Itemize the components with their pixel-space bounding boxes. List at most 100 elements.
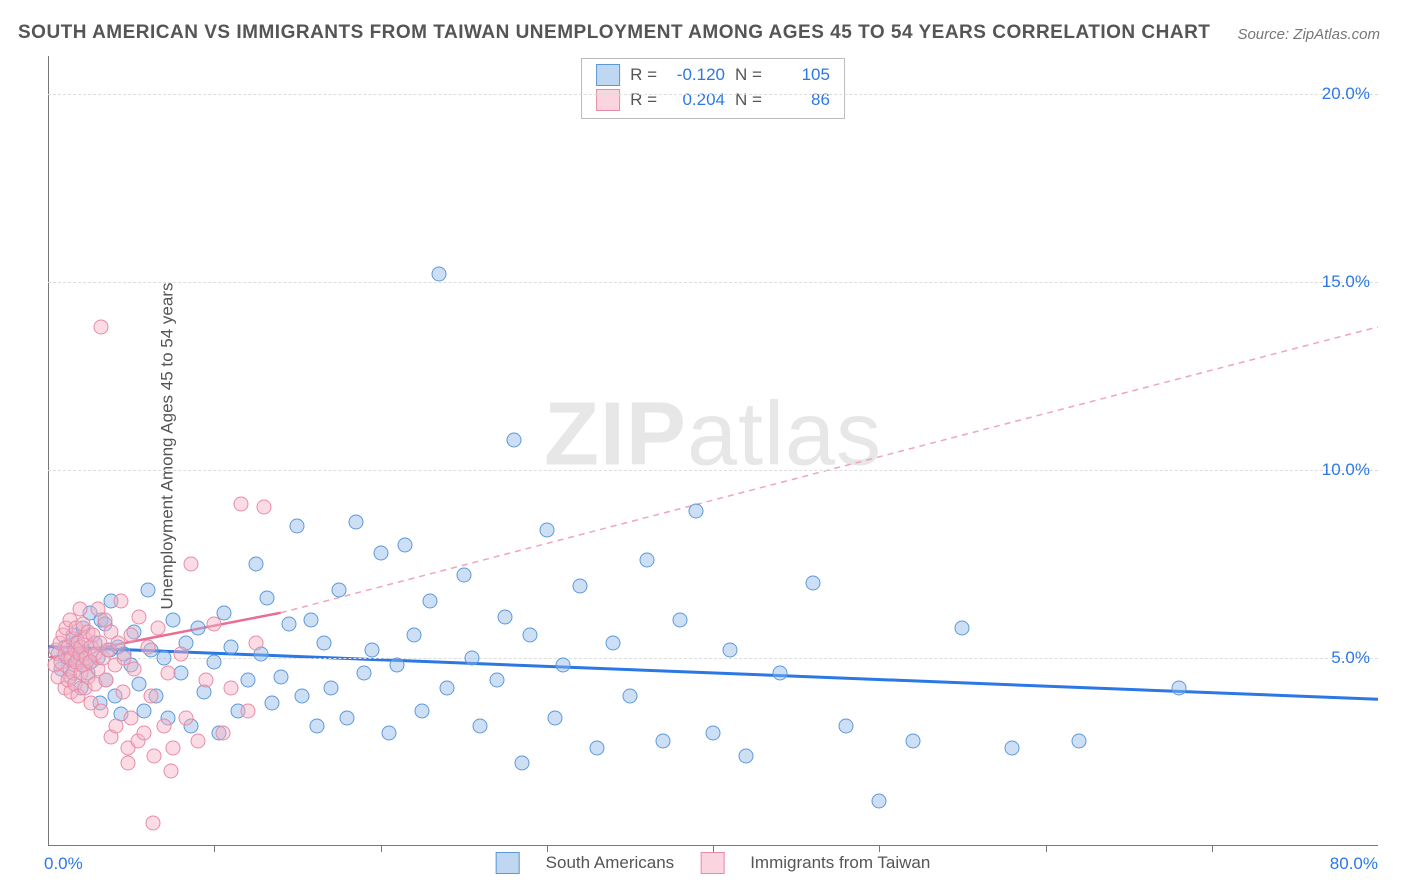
- scatter-point: [772, 665, 787, 680]
- scatter-point: [1071, 733, 1086, 748]
- scatter-point: [257, 500, 272, 515]
- scatter-point: [706, 726, 721, 741]
- scatter-point: [373, 545, 388, 560]
- scatter-point: [165, 613, 180, 628]
- scatter-point: [672, 613, 687, 628]
- y-tick-label: 10.0%: [1322, 460, 1370, 480]
- scatter-point: [456, 568, 471, 583]
- scatter-point: [99, 673, 114, 688]
- gridline: [48, 470, 1378, 471]
- n-label: N =: [735, 63, 762, 88]
- scatter-point: [223, 639, 238, 654]
- scatter-point: [606, 635, 621, 650]
- r-value: -0.120: [667, 63, 725, 88]
- x-tick-label-max: 80.0%: [1330, 854, 1378, 874]
- scatter-point: [109, 718, 124, 733]
- scatter-point: [94, 319, 109, 334]
- scatter-point: [431, 267, 446, 282]
- y-tick-label: 15.0%: [1322, 272, 1370, 292]
- scatter-point: [1005, 741, 1020, 756]
- scatter-point: [265, 696, 280, 711]
- scatter-point: [147, 748, 162, 763]
- n-label: N =: [735, 88, 762, 113]
- scatter-point: [132, 609, 147, 624]
- scatter-point: [839, 718, 854, 733]
- scatter-point: [260, 590, 275, 605]
- scatter-point: [233, 496, 248, 511]
- scatter-point: [415, 703, 430, 718]
- x-tick: [381, 846, 382, 852]
- scatter-point: [295, 688, 310, 703]
- scatter-point: [689, 504, 704, 519]
- scatter-point: [207, 617, 222, 632]
- scatter-point: [240, 703, 255, 718]
- scatter-point: [323, 681, 338, 696]
- scatter-point: [303, 613, 318, 628]
- x-tick: [879, 846, 880, 852]
- scatter-point: [160, 665, 175, 680]
- y-axis-line: [48, 56, 49, 846]
- scatter-point: [348, 515, 363, 530]
- scatter-point: [215, 726, 230, 741]
- scatter-point: [207, 654, 222, 669]
- scatter-point: [165, 741, 180, 756]
- scatter-point: [489, 673, 504, 688]
- r-label: R =: [630, 88, 657, 113]
- scatter-point: [423, 594, 438, 609]
- scatter-point: [140, 583, 155, 598]
- scatter-point: [137, 726, 152, 741]
- stats-row: R = 0.204 N = 86: [596, 88, 830, 113]
- gridline: [48, 658, 1378, 659]
- scatter-point: [174, 647, 189, 662]
- scatter-point: [150, 620, 165, 635]
- scatter-point: [190, 620, 205, 635]
- r-label: R =: [630, 63, 657, 88]
- scatter-point: [124, 628, 139, 643]
- scatter-point: [390, 658, 405, 673]
- scatter-point: [905, 733, 920, 748]
- scatter-point: [340, 711, 355, 726]
- scatter-point: [198, 673, 213, 688]
- scatter-point: [539, 523, 554, 538]
- scatter-point: [656, 733, 671, 748]
- swatch-pink-icon: [596, 89, 620, 111]
- scatter-point: [124, 711, 139, 726]
- legend-label: South Americans: [546, 853, 675, 873]
- watermark: ZIPatlas: [544, 384, 882, 487]
- scatter-point: [290, 519, 305, 534]
- scatter-point: [331, 583, 346, 598]
- x-tick: [713, 846, 714, 852]
- scatter-point: [556, 658, 571, 673]
- scatter-point: [464, 650, 479, 665]
- scatter-point: [248, 635, 263, 650]
- scatter-point: [127, 662, 142, 677]
- x-tick: [1046, 846, 1047, 852]
- stats-row: R = -0.120 N = 105: [596, 63, 830, 88]
- scatter-point: [498, 609, 513, 624]
- scatter-point: [140, 639, 155, 654]
- scatter-point: [174, 665, 189, 680]
- scatter-point: [356, 665, 371, 680]
- scatter-point: [190, 733, 205, 748]
- scatter-point: [72, 602, 87, 617]
- swatch-blue-icon: [496, 852, 520, 874]
- scatter-point: [955, 620, 970, 635]
- scatter-plot-area: ZIPatlas R = -0.120 N = 105 R = 0.204 N …: [48, 56, 1378, 846]
- chart-title: SOUTH AMERICAN VS IMMIGRANTS FROM TAIWAN…: [18, 22, 1210, 44]
- swatch-pink-icon: [700, 852, 724, 874]
- scatter-point: [115, 684, 130, 699]
- scatter-point: [120, 756, 135, 771]
- scatter-point: [94, 703, 109, 718]
- scatter-point: [1171, 681, 1186, 696]
- scatter-point: [240, 673, 255, 688]
- y-tick-label: 20.0%: [1322, 84, 1370, 104]
- scatter-point: [589, 741, 604, 756]
- scatter-point: [316, 635, 331, 650]
- n-value: 105: [772, 63, 830, 88]
- scatter-point: [157, 718, 172, 733]
- scatter-point: [573, 579, 588, 594]
- chart-source: Source: ZipAtlas.com: [1237, 26, 1380, 43]
- scatter-point: [473, 718, 488, 733]
- scatter-point: [381, 726, 396, 741]
- scatter-point: [739, 748, 754, 763]
